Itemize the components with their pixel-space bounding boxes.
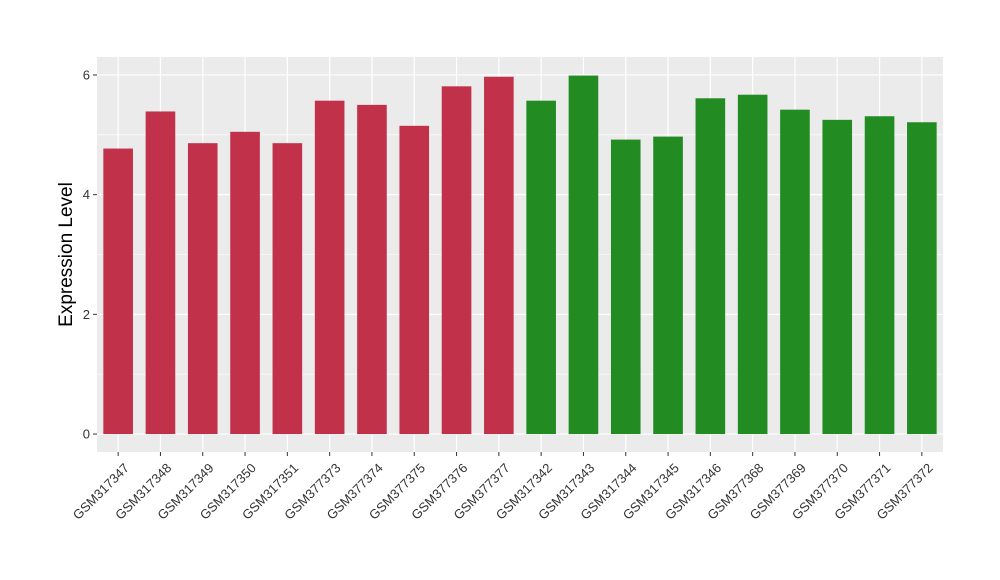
bar-gsm377377 xyxy=(484,76,514,435)
x-axis: GSM317347GSM317348GSM317349GSM317350GSM3… xyxy=(70,452,936,523)
bar-gsm317348 xyxy=(145,111,176,435)
bar-gsm317345 xyxy=(653,136,683,435)
bar-gsm377371 xyxy=(864,116,895,435)
bar-gsm317351 xyxy=(272,143,303,435)
bar-gsm317346 xyxy=(695,98,726,435)
bar-gsm317347 xyxy=(103,148,133,435)
y-tick-label: 2 xyxy=(83,307,90,322)
bar-gsm377375 xyxy=(399,125,430,435)
bar-gsm377370 xyxy=(822,119,853,435)
bar-gsm317350 xyxy=(230,131,260,435)
bar-gsm377369 xyxy=(780,109,810,435)
bars xyxy=(103,75,937,435)
bar-gsm377372 xyxy=(907,122,937,435)
y-tick-label: 0 xyxy=(83,427,90,442)
bar-gsm317342 xyxy=(526,100,556,435)
y-tick-label: 6 xyxy=(83,67,90,82)
bar-gsm317344 xyxy=(610,139,641,435)
bar-gsm317343 xyxy=(568,75,599,435)
y-axis-title: Expression Level xyxy=(56,182,77,327)
bar-gsm377374 xyxy=(357,104,387,435)
bar-gsm377376 xyxy=(441,86,472,435)
y-axis: 0 2 4 6 xyxy=(83,67,97,442)
bar-gsm317349 xyxy=(187,143,218,435)
bar-gsm377373 xyxy=(314,100,345,435)
y-tick-label: 4 xyxy=(83,187,90,202)
bar-gsm377368 xyxy=(737,94,768,435)
